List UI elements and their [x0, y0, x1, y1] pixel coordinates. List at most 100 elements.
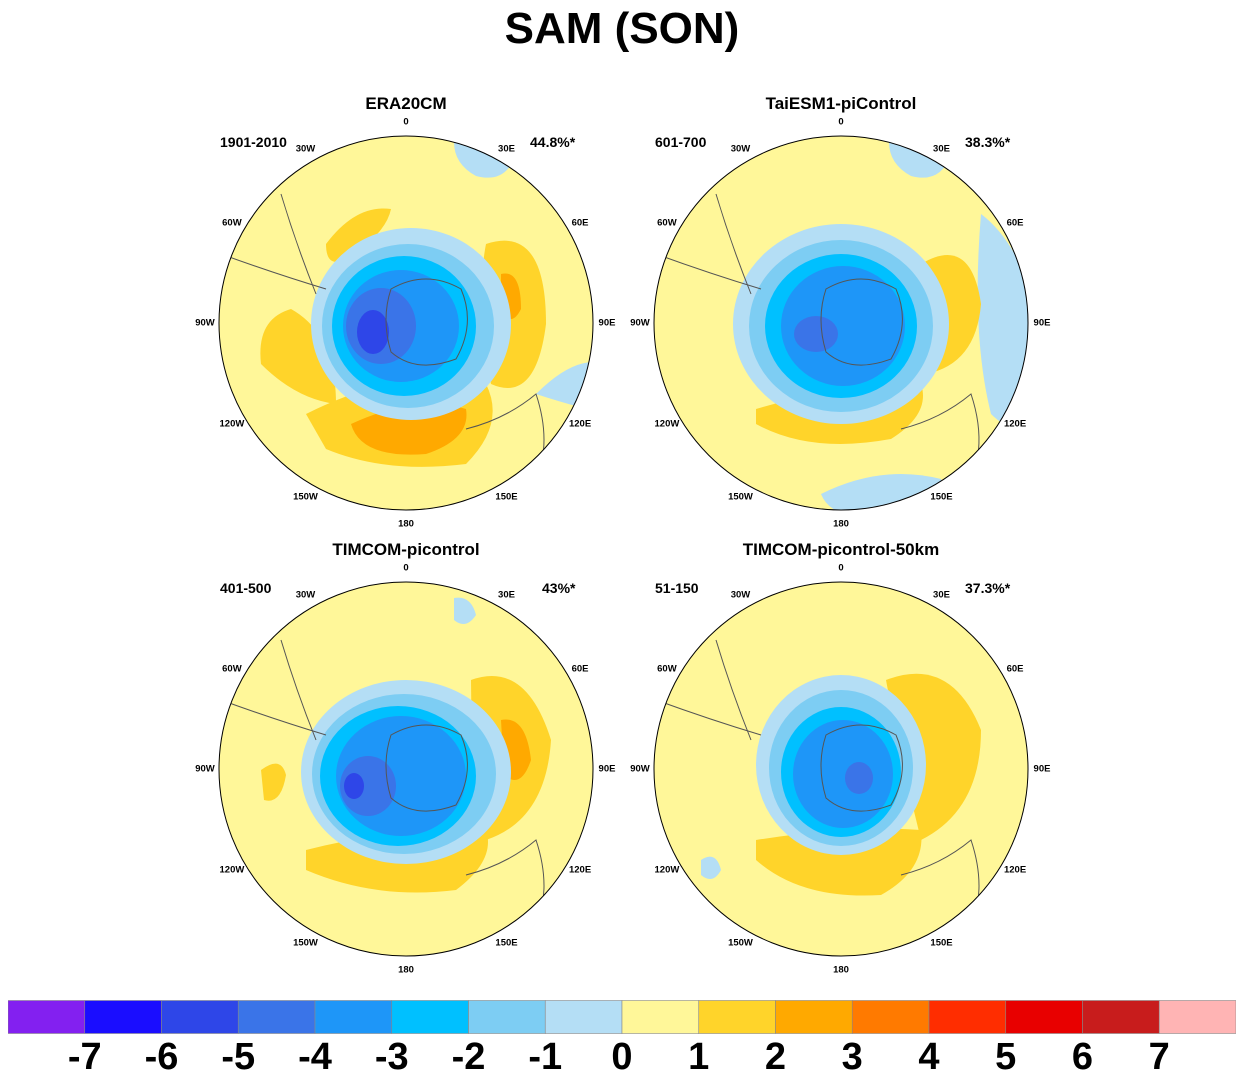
panel-title: TIMCOM-picontrol-50km	[742, 540, 940, 559]
longitude-label: 30E	[498, 589, 515, 601]
colorbar-tick-label: 0	[611, 1036, 633, 1078]
panel-period: 1901-2010	[220, 134, 287, 150]
longitude-label: 120W	[654, 864, 680, 875]
longitude-label: 30W	[295, 143, 316, 155]
longitude-label: 120E	[568, 418, 592, 429]
colorbar-swatch	[1005, 1000, 1083, 1034]
longitude-label: 60W	[222, 217, 242, 228]
panel-variance: 43%*	[542, 580, 576, 596]
longitude-label: 120W	[654, 418, 680, 429]
colorbar-tick-label: -1	[528, 1036, 563, 1078]
longitude-label: 90E	[1033, 763, 1051, 775]
colorbar-swatch	[314, 1000, 393, 1034]
longitude-label: 60E	[571, 663, 589, 674]
colorbar-swatch	[391, 1000, 469, 1034]
colorbar-tick-label: 7	[1148, 1036, 1170, 1078]
longitude-label: 60W	[657, 663, 677, 674]
colorbar-tick-label: -7	[67, 1036, 102, 1078]
colorbar-swatch	[698, 1000, 776, 1034]
colorbar-swatch	[851, 1000, 930, 1034]
longitude-label: 90W	[195, 317, 215, 329]
colorbar-tick-label: 2	[764, 1036, 787, 1078]
colorbar-swatch	[468, 1000, 546, 1034]
longitude-label: 150E	[495, 937, 518, 949]
panel-variance: 37.3%*	[965, 580, 1011, 596]
longitude-label: 90E	[1033, 317, 1051, 329]
colorbar-labels: -7 -6 -5 -4 -3 -2 -1 0 1 2 3 4 5 6 7	[0, 1036, 1244, 1080]
longitude-label: 180	[398, 964, 414, 976]
panel-variance: 38.3%*	[965, 134, 1011, 150]
longitude-label: 0	[838, 116, 844, 128]
polar-map	[653, 135, 1029, 511]
colorbar-tick-label: 1	[688, 1036, 710, 1078]
longitude-label: 150W	[293, 937, 318, 949]
panel-title: TaiESM1-piControl	[765, 94, 917, 113]
longitude-label: 60W	[222, 663, 242, 674]
polar-map	[653, 581, 1029, 957]
colorbar-swatch	[775, 1000, 853, 1034]
longitude-label: 60W	[657, 217, 677, 228]
longitude-label: 90E	[598, 763, 616, 775]
longitude-label: 150E	[930, 491, 953, 503]
longitude-label: 120E	[1003, 418, 1027, 429]
longitude-label: 120E	[568, 864, 592, 875]
longitude-label: 90W	[195, 763, 215, 775]
longitude-label: 30E	[933, 589, 950, 601]
colorbar-tick-label: -4	[298, 1036, 332, 1078]
panel-variance: 44.8%*	[530, 134, 576, 150]
panel-period: 601-700	[655, 134, 707, 150]
colorbar-tick-label: 3	[841, 1036, 863, 1078]
longitude-label: 150E	[930, 937, 953, 949]
longitude-label: 30E	[498, 143, 515, 155]
panel-title: ERA20CM	[365, 94, 447, 113]
colorbar-tick-label: -5	[221, 1036, 256, 1078]
colorbar-swatch	[928, 1000, 1007, 1034]
colorbar-tick-label: -2	[451, 1036, 486, 1078]
colorbar-tick-label: -6	[144, 1036, 179, 1078]
map-panel-era20cm: ERA20CM 1901-2010 44.8%* 0 30E 60E 90E 12	[186, 94, 626, 544]
longitude-label: 60E	[1006, 663, 1024, 674]
map-panel-timcom: TIMCOM-picontrol 401-500 43%* 0 30E 60E 90E…	[186, 540, 626, 990]
colorbar	[7, 1000, 1237, 1034]
longitude-label: 60E	[571, 217, 589, 228]
longitude-label: 150W	[728, 937, 753, 949]
longitude-label: 30W	[730, 589, 751, 601]
colorbar-swatch	[1082, 1000, 1160, 1034]
longitude-label: 90E	[598, 317, 616, 329]
longitude-label: 180	[833, 518, 849, 530]
colorbar-tick-label: 4	[918, 1036, 940, 1078]
longitude-label: 150W	[293, 491, 318, 503]
map-panel-timcom-50km: TIMCOM-picontrol-50km 51-150 37.3%* 0 30E…	[621, 540, 1061, 990]
colorbar-tick-label: -3	[374, 1036, 409, 1078]
colorbar-swatch	[237, 1000, 316, 1034]
longitude-label: 150W	[728, 491, 753, 503]
colorbar-swatch	[544, 1000, 623, 1034]
longitude-label: 150E	[495, 491, 518, 503]
panel-period: 51-150	[655, 580, 699, 596]
colorbar-swatch	[1158, 1000, 1237, 1034]
longitude-label: 30W	[730, 143, 751, 155]
polar-map	[218, 135, 594, 511]
panel-period: 401-500	[220, 580, 272, 596]
longitude-label: 120E	[1003, 864, 1027, 875]
longitude-label: 0	[403, 116, 409, 128]
polar-map	[218, 581, 594, 957]
longitude-label: 180	[833, 964, 849, 976]
longitude-label: 0	[838, 562, 844, 574]
longitude-label: 90W	[630, 317, 650, 329]
longitude-label: 180	[398, 518, 414, 530]
longitude-label: 0	[403, 562, 409, 574]
longitude-label: 120W	[219, 864, 245, 875]
longitude-label: 30W	[295, 589, 316, 601]
panel-title: TIMCOM-picontrol	[332, 540, 480, 559]
map-panel-taiesm1: TaiESM1-piControl 601-700 38.3%* 0 30E 60E…	[621, 94, 1061, 544]
colorbar-swatch	[621, 1000, 700, 1034]
longitude-label: 60E	[1006, 217, 1024, 228]
colorbar-tick-label: 5	[995, 1036, 1017, 1078]
longitude-label: 30E	[933, 143, 950, 155]
figure-title: SAM (SON)	[504, 4, 740, 53]
longitude-label: 120W	[219, 418, 245, 429]
longitude-label: 90W	[630, 763, 650, 775]
colorbar-swatch	[7, 1000, 86, 1034]
colorbar-svg	[7, 1000, 1237, 1034]
